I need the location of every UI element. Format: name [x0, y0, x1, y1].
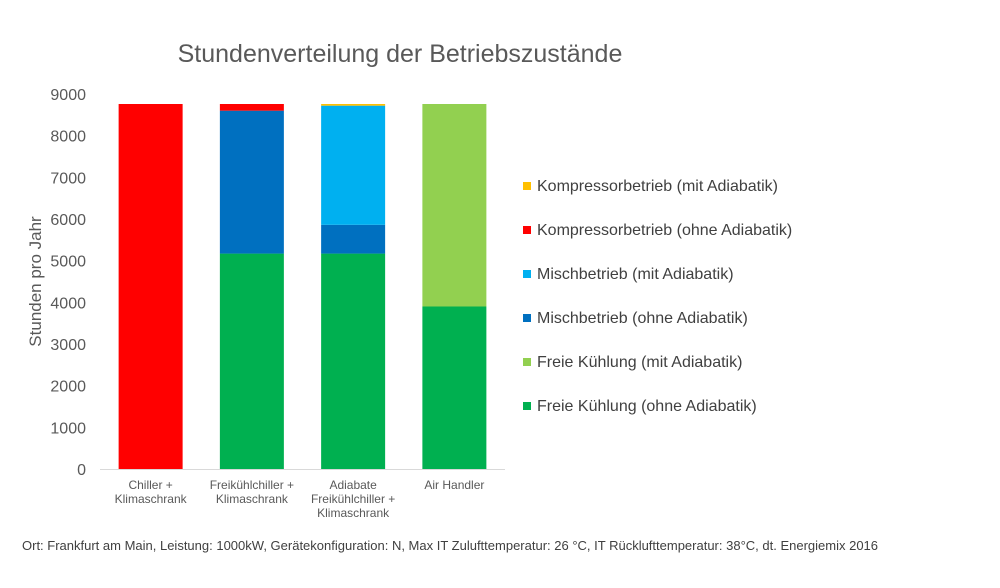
bar-segment: [321, 105, 386, 225]
y-tick-label: 9000: [50, 87, 86, 104]
legend-label: Mischbetrieb (ohne Adiabatik): [537, 310, 748, 327]
x-tick-label: Air Handler: [424, 478, 484, 492]
chart-title: Stundenverteilung der Betriebszustände: [177, 40, 623, 68]
bar-segment: [321, 224, 386, 254]
bar-segment: [219, 110, 284, 254]
y-axis-title: Stunden pro Jahr: [26, 216, 45, 347]
y-tick-label: 1000: [50, 420, 86, 437]
bar-segment: [422, 104, 487, 307]
y-tick-label: 3000: [50, 337, 86, 354]
bar-segment: [321, 104, 386, 106]
y-tick-label: 6000: [50, 212, 86, 229]
legend-item: Freie Kühlung (ohne Adiabatik): [523, 398, 757, 416]
legend-item: Mischbetrieb (mit Adiabatik): [523, 266, 734, 284]
legend-label: Mischbetrieb (mit Adiabatik): [537, 266, 734, 283]
legend-item: Kompressorbetrieb (ohne Adiabatik): [523, 222, 792, 240]
legend-swatch: [523, 314, 531, 322]
legend-swatch: [523, 226, 531, 234]
x-tick-label: Chiller + Klimaschrank: [115, 478, 188, 506]
bar-segment: [422, 306, 487, 469]
legend-item: Freie Kühlung (mit Adiabatik): [523, 354, 742, 372]
y-tick-label: 8000: [50, 129, 86, 146]
legend-item: Kompressorbetrieb (mit Adiabatik): [523, 178, 778, 196]
x-tick-label: Adiabate Freikühlchiller + Klimaschrank: [311, 478, 395, 520]
y-tick-label: 2000: [50, 379, 86, 396]
legend-swatch: [523, 358, 531, 366]
legend-swatch: [523, 270, 531, 278]
bar-segment: [118, 104, 183, 469]
legend-label: Kompressorbetrieb (mit Adiabatik): [537, 178, 778, 195]
bar-segment: [321, 253, 386, 469]
x-tick-label: Freikühlchiller + Klimaschrank: [210, 478, 294, 506]
y-tick-label: 4000: [50, 295, 86, 312]
y-tick-label: 7000: [50, 170, 86, 187]
legend-label: Freie Kühlung (mit Adiabatik): [537, 354, 743, 371]
legend-label: Kompressorbetrieb (ohne Adiabatik): [537, 222, 793, 239]
y-tick-label: 0: [77, 462, 86, 479]
legend-label: Freie Kühlung (ohne Adiabatik): [537, 398, 757, 415]
y-tick-label: 5000: [50, 254, 86, 271]
legend-swatch: [523, 182, 531, 190]
chart-footnote: Ort: Frankfurt am Main, Leistung: 1000kW…: [22, 538, 879, 553]
bar-segment: [219, 104, 284, 111]
bar-segment: [219, 253, 284, 469]
stacked-bar-chart: 0 1000 2000 3000 4000 5000 6000 7000 8000 9000 Stu…: [26, 87, 505, 520]
legend-swatch: [523, 402, 531, 410]
legend-item: Mischbetrieb (ohne Adiabatik): [523, 310, 748, 328]
